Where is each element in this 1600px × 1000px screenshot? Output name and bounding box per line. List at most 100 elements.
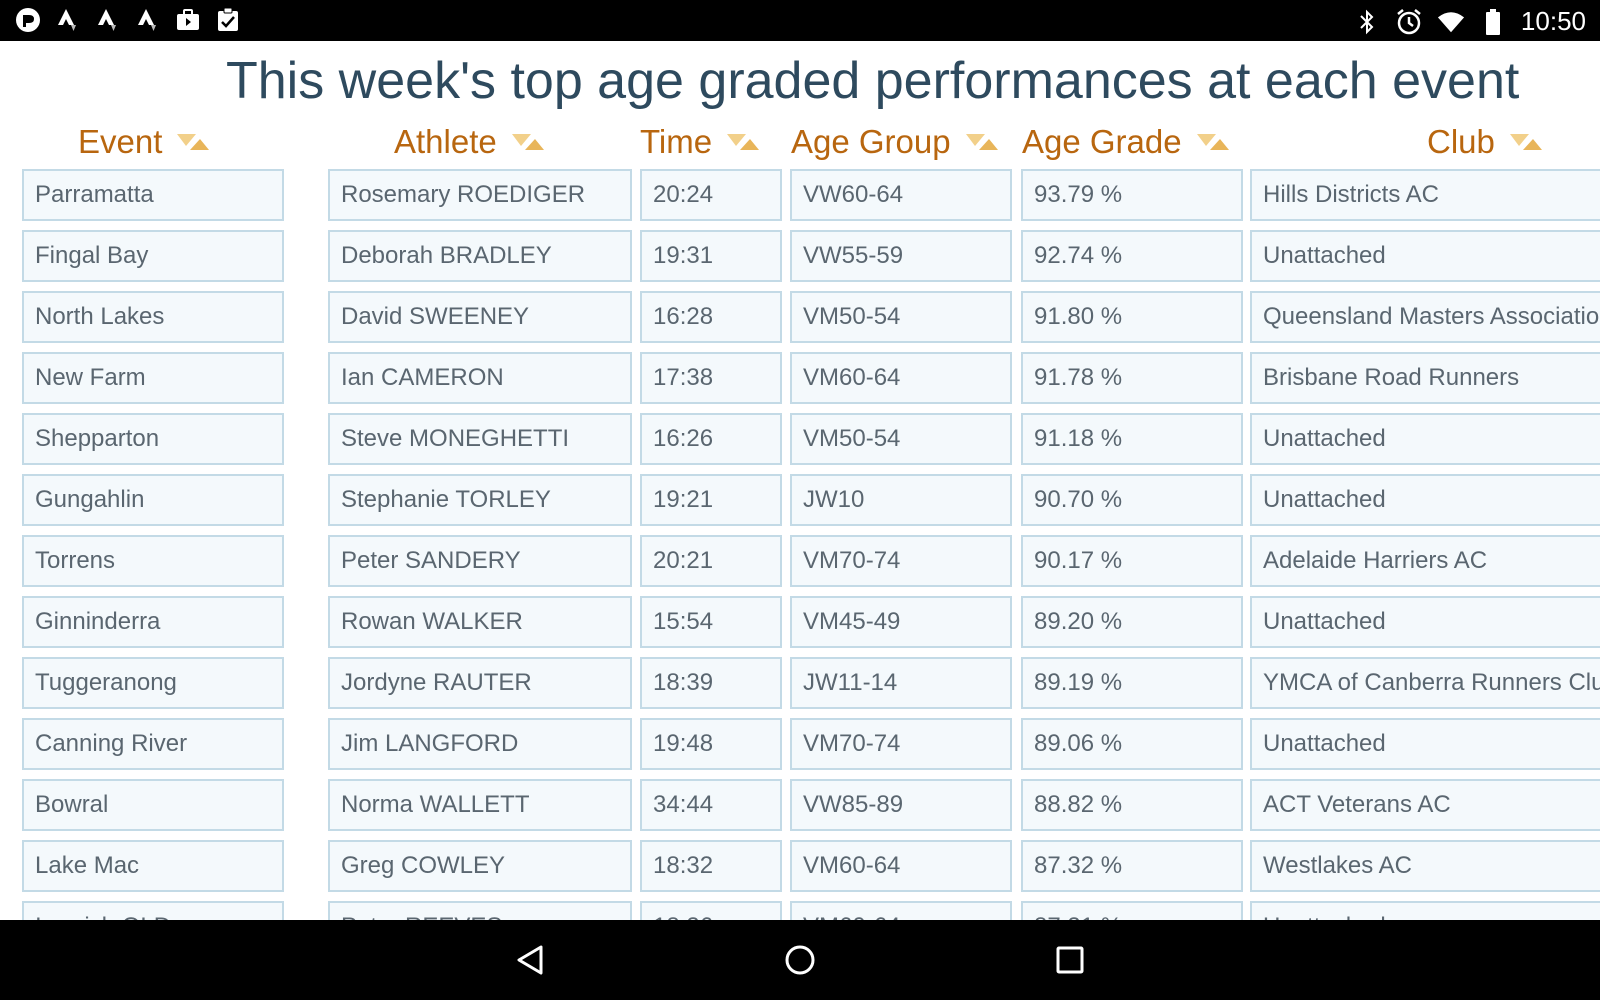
cell-age-group: VW55-59 — [790, 230, 1012, 282]
cell-age-grade: 89.06 % — [1021, 718, 1243, 770]
cell-club: ACT Veterans AC — [1250, 779, 1600, 831]
cell-club: Unattached — [1250, 230, 1600, 282]
cell-age-group: VM70-74 — [790, 535, 1012, 587]
sort-icon[interactable] — [965, 130, 999, 154]
cell-age-group: VM50-54 — [790, 291, 1012, 343]
cell-club: Westlakes AC — [1250, 840, 1600, 892]
cell-age-grade: 90.17 % — [1021, 535, 1243, 587]
column-header-label: Athlete — [394, 123, 497, 160]
cell-event: New Farm — [22, 352, 284, 404]
cell-event: Bowral — [22, 779, 284, 831]
column-header-label: Club — [1427, 123, 1495, 160]
strava-icon — [94, 6, 122, 34]
sort-icon[interactable] — [726, 130, 760, 154]
alarm-icon — [1395, 8, 1423, 36]
cell-time: 19:21 — [640, 474, 782, 526]
column-header-club[interactable]: Club — [1427, 119, 1543, 165]
cell-club: Unattached — [1250, 596, 1600, 648]
cell-age-group: VW60-64 — [790, 169, 1012, 221]
cell-time: 20:24 — [640, 169, 782, 221]
briefcase-icon — [174, 6, 202, 34]
cell-athlete: Jim LANGFORD — [328, 718, 632, 770]
column-header-time[interactable]: Time — [640, 119, 760, 165]
cell-club: Unattached — [1250, 901, 1600, 920]
recents-button[interactable] — [1048, 938, 1092, 982]
cell-age-group: VM60-64 — [790, 352, 1012, 404]
sort-icon[interactable] — [176, 130, 210, 154]
column-header-athlete[interactable]: Athlete — [394, 119, 545, 165]
cell-athlete: Rosemary ROEDIGER — [328, 169, 632, 221]
cell-event: Fingal Bay — [22, 230, 284, 282]
back-button[interactable] — [508, 938, 552, 982]
recents-icon — [1056, 946, 1084, 974]
cell-athlete: Greg COWLEY — [328, 840, 632, 892]
app-logo-icon — [14, 6, 42, 34]
cell-club: YMCA of Canberra Runners Club — [1250, 657, 1600, 709]
cell-age-grade: 91.80 % — [1021, 291, 1243, 343]
cell-athlete: David SWEENEY — [328, 291, 632, 343]
sort-icon[interactable] — [1196, 130, 1230, 154]
cell-event: Shepparton — [22, 413, 284, 465]
cell-club: Unattached — [1250, 474, 1600, 526]
cell-age-group: VW85-89 — [790, 779, 1012, 831]
column-header-label: Event — [78, 123, 163, 160]
column-header-age-group[interactable]: Age Group — [791, 119, 999, 165]
cell-club: Brisbane Road Runners — [1250, 352, 1600, 404]
cell-event: Tuggeranong — [22, 657, 284, 709]
column-header-event[interactable]: Event — [78, 119, 210, 165]
cell-time: 20:21 — [640, 535, 782, 587]
bluetooth-icon — [1353, 8, 1381, 36]
page-content: This week's top age graded performances … — [0, 41, 1600, 920]
clipboard-check-icon — [214, 6, 242, 34]
strava-icon — [134, 6, 162, 34]
clock-time: 10:50 — [1520, 6, 1586, 36]
status-bar: 10:50 — [0, 0, 1600, 41]
cell-age-grade: 93.79 % — [1021, 169, 1243, 221]
home-button[interactable] — [778, 938, 822, 982]
navigation-bar — [0, 920, 1600, 1000]
cell-time: 18:36 — [640, 901, 782, 920]
cell-event: Ipswich QLD — [22, 901, 284, 920]
cell-club: Unattached — [1250, 718, 1600, 770]
sort-icon[interactable] — [511, 130, 545, 154]
cell-age-group: VM70-74 — [790, 718, 1012, 770]
cell-time: 16:28 — [640, 291, 782, 343]
cell-time: 15:54 — [640, 596, 782, 648]
cell-event: Ginninderra — [22, 596, 284, 648]
cell-athlete: Ian CAMERON — [328, 352, 632, 404]
cell-time: 34:44 — [640, 779, 782, 831]
cell-age-grade: 91.78 % — [1021, 352, 1243, 404]
back-icon — [517, 945, 543, 975]
column-header-label: Age Group — [791, 123, 951, 160]
cell-time: 19:31 — [640, 230, 782, 282]
cell-age-group: VM50-54 — [790, 413, 1012, 465]
cell-event: Lake Mac — [22, 840, 284, 892]
cell-club: Adelaide Harriers AC — [1250, 535, 1600, 587]
cell-athlete: Norma WALLETT — [328, 779, 632, 831]
cell-athlete: Jordyne RAUTER — [328, 657, 632, 709]
cell-age-grade: 90.70 % — [1021, 474, 1243, 526]
cell-club: Unattached — [1250, 413, 1600, 465]
column-header-age-grade[interactable]: Age Grade — [1022, 119, 1230, 165]
cell-time: 18:32 — [640, 840, 782, 892]
cell-age-group: VM60-64 — [790, 840, 1012, 892]
cell-athlete: Deborah BRADLEY — [328, 230, 632, 282]
cell-age-grade: 88.82 % — [1021, 779, 1243, 831]
home-icon — [785, 945, 815, 975]
cell-age-grade: 89.19 % — [1021, 657, 1243, 709]
cell-age-group: JW10 — [790, 474, 1012, 526]
system-icons: 10:50 — [1353, 6, 1586, 37]
cell-club: Queensland Masters Association — [1250, 291, 1600, 343]
cell-event: Canning River — [22, 718, 284, 770]
cell-event: North Lakes — [22, 291, 284, 343]
cell-athlete: Steve MONEGHETTI — [328, 413, 632, 465]
column-header-label: Age Grade — [1022, 123, 1182, 160]
sort-icon[interactable] — [1509, 130, 1543, 154]
notification-icons — [14, 6, 242, 34]
cell-club: Hills Districts AC — [1250, 169, 1600, 221]
cell-age-grade: 87.31 % — [1021, 901, 1243, 920]
cell-event: Torrens — [22, 535, 284, 587]
cell-age-group: JW11-14 — [790, 657, 1012, 709]
cell-athlete: Stephanie TORLEY — [328, 474, 632, 526]
cell-athlete: Rowan WALKER — [328, 596, 632, 648]
